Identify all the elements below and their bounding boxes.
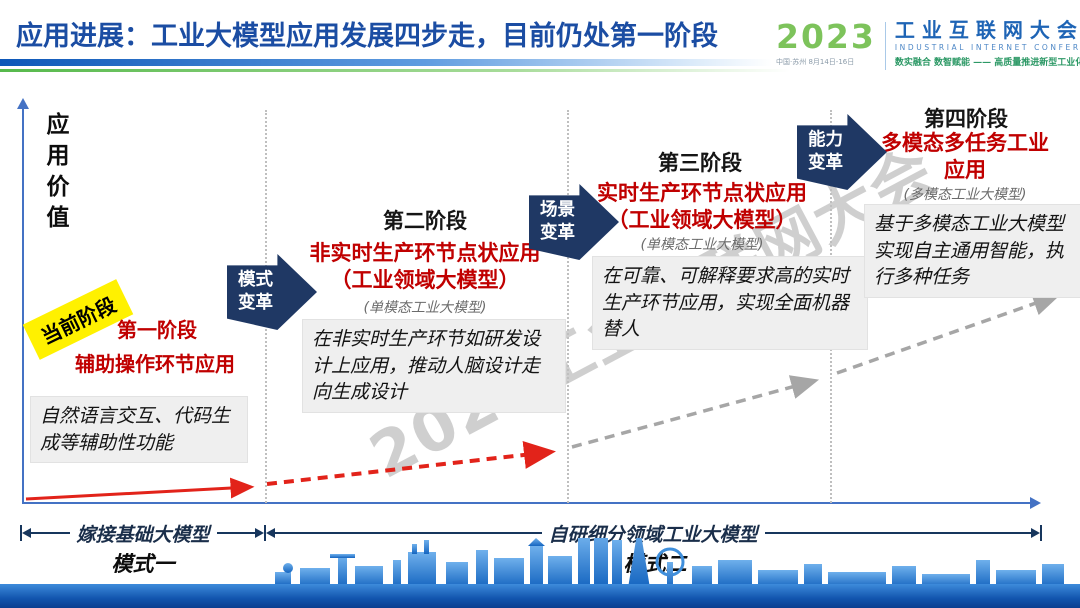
conference-logo: 2023 中国·苏州 8月14日-16日 工业互联网大会 INDUSTRIAL … xyxy=(776,20,1080,70)
y-axis-label: 应用价值 xyxy=(42,112,68,236)
page-title: 应用进展：工业大模型应用发展四步走，目前仍处第一阶段 xyxy=(16,21,718,52)
stage3-headline-line1: 实时生产环节点状应用 xyxy=(597,181,807,205)
bracket-line xyxy=(764,532,1032,534)
stage-divider-2 xyxy=(567,110,569,503)
bracket-tick xyxy=(264,525,266,541)
stage4-name: 第四阶段 xyxy=(924,107,1008,131)
logo-venue: 中国·苏州 8月14日-16日 xyxy=(776,58,855,66)
stage2-headline-line1: 非实时生产环节点状应用 xyxy=(309,241,541,265)
bracket-line xyxy=(275,532,542,534)
stage4-note: 基于多模态工业大模型实现自主通用智能，执行多种任务 xyxy=(864,204,1080,298)
bracket-tick xyxy=(1040,525,1043,541)
bracket-left-arrow-icon xyxy=(266,528,275,538)
mode1-bracket: 嫁接基础大模型 xyxy=(20,524,267,546)
logo-name-en: INDUSTRIAL INTERNET CONFERENCE xyxy=(894,43,1080,52)
bracket-line xyxy=(216,532,256,534)
stage4-headline: 多模态多任务工业 应用 xyxy=(862,130,1068,184)
stage1-note: 自然语言交互、代码生成等辅助性功能 xyxy=(30,396,248,464)
logo-year-block: 2023 中国·苏州 8月14日-16日 xyxy=(776,20,876,67)
city-skyline-graphic xyxy=(250,538,1080,590)
stage2-name: 第二阶段 xyxy=(383,209,467,233)
y-axis-arrowhead-icon xyxy=(17,98,29,109)
stage3-note: 在可靠、可解释要求高的实时生产环节应用，实现全面机器替人 xyxy=(592,256,868,350)
mode1-range-label: 嫁接基础大模型 xyxy=(76,523,210,546)
stage3-name: 第三阶段 xyxy=(658,151,742,175)
y-axis-line xyxy=(22,108,24,503)
x-axis-line xyxy=(22,502,1034,504)
stage3-headline: 实时生产环节点状应用 （工业领域大模型） xyxy=(572,180,832,234)
title-underline-blue xyxy=(0,59,772,66)
bracket-tick xyxy=(20,525,22,541)
stage4-headline-line1: 多模态多任务工业 xyxy=(881,131,1049,155)
stage2-note: 在非实时生产环节如研发设计上应用，推动人脑设计走向生成设计 xyxy=(302,319,566,413)
transition2-line1: 场景 xyxy=(540,200,575,221)
stage1-headline: 辅助操作环节应用 xyxy=(75,352,235,376)
mode1-label: 模式一 xyxy=(111,552,175,576)
logo-tagline: 数实融合 数智赋能 —— 高质量推进新型工业化 xyxy=(894,58,1080,68)
stage2-headline: 非实时生产环节点状应用 （工业领域大模型） xyxy=(288,240,562,294)
stage4-subnote: (多模态工业大模型) xyxy=(903,187,1027,203)
bracket-right-arrow-icon xyxy=(255,528,265,538)
logo-divider xyxy=(884,22,886,70)
stage3-headline-line2: （工业领域大模型） xyxy=(607,207,797,232)
trend-dashed-gray-1 xyxy=(571,375,820,449)
bracket-line xyxy=(31,532,70,534)
transition1-line2: 变革 xyxy=(238,293,273,313)
stage3-subnote: (单模态工业大模型) xyxy=(640,237,764,253)
logo-name: 工业互联网大会 xyxy=(894,18,1080,42)
footer-band xyxy=(0,584,1080,608)
logo-text-block: 工业互联网大会 INDUSTRIAL INTERNET CONFERENCE 数… xyxy=(895,20,1080,68)
transition1-line1: 模式 xyxy=(238,270,273,291)
trend-dashed-red xyxy=(266,441,556,486)
trend-dashed-gray-2 xyxy=(836,291,1061,375)
x-axis-arrowhead-icon xyxy=(1030,497,1041,509)
bracket-right-arrow-icon xyxy=(1031,528,1041,538)
stage1-name: 第一阶段 xyxy=(117,318,197,342)
bracket-left-arrow-icon xyxy=(22,528,31,538)
stage4-headline-line2: 应用 xyxy=(944,157,986,182)
trend-solid-red xyxy=(25,477,255,501)
title-underline-green xyxy=(0,69,790,72)
transition3-line2: 变革 xyxy=(808,153,843,173)
transition2-line2: 变革 xyxy=(540,223,575,243)
transition3-line1: 能力 xyxy=(808,130,843,151)
logo-year: 2023 xyxy=(776,17,876,56)
stage2-headline-line2: （工业领域大模型） xyxy=(330,267,520,292)
stage2-subnote: (单模态工业大模型) xyxy=(363,300,487,316)
